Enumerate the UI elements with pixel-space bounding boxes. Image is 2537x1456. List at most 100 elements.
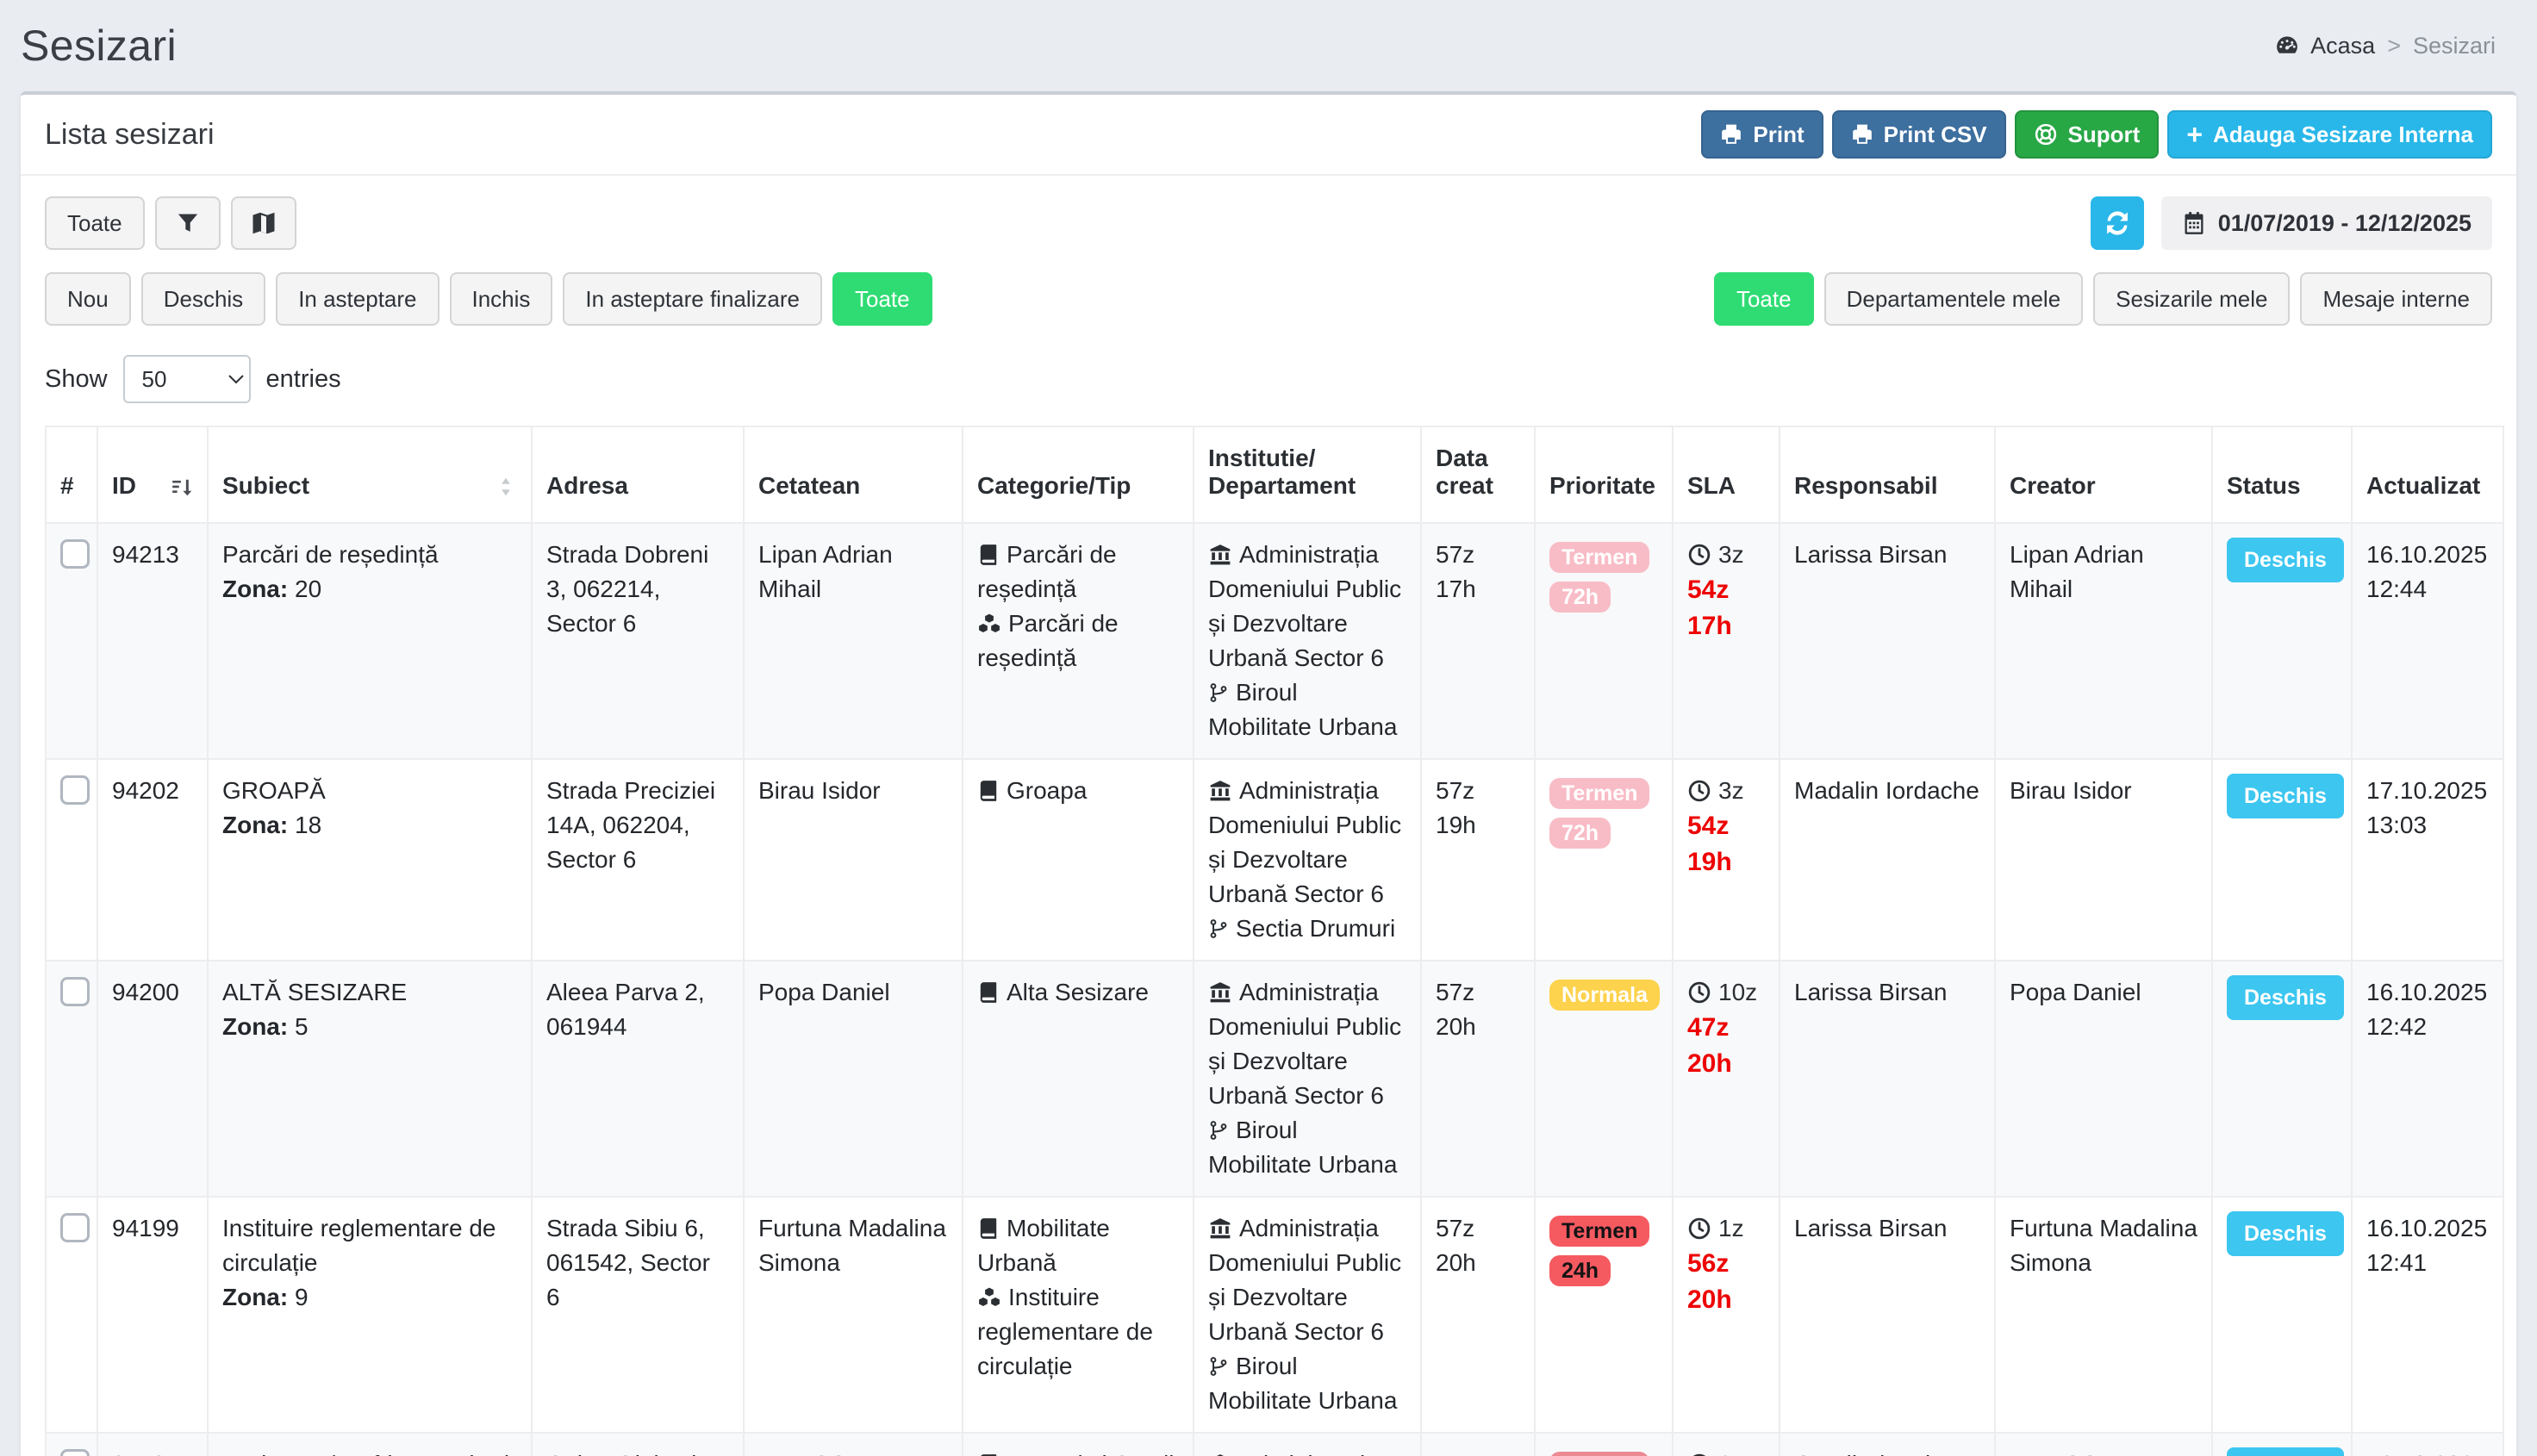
cell-checkbox <box>45 1196 98 1434</box>
date-range-picker[interactable]: 01/07/2019 - 12/12/2025 <box>2160 196 2492 250</box>
priority-badge: Termen <box>1549 1452 1650 1456</box>
cell-responsible: Gavril Victorita <box>1779 1432 1996 1456</box>
cell-id: 94202 <box>97 758 209 961</box>
cell-address: Strada Dobreni 3, 062214, Sector 6 <box>531 522 745 760</box>
table-body: 94213 Parcări de reședință Zona: 20 Stra… <box>45 522 2504 1456</box>
department-line: Sectia Drumuri <box>1208 912 1406 946</box>
cell-citizen: Furtuna Madalina Simona <box>743 1196 963 1434</box>
cell-updated: 17.10.2025 13:03 <box>2351 758 2504 961</box>
subject-text: ALTĂ SESIZARE <box>222 979 408 1005</box>
cell-category: Mobilitate Urbană Instituire reglementar… <box>962 1196 1194 1434</box>
cell-checkbox <box>45 758 98 961</box>
row-checkbox[interactable] <box>60 539 90 569</box>
add-internal-complaint-button[interactable]: + Adauga Sesizare Interna <box>2167 110 2492 159</box>
cell-citizen: Lipan Adrian Mihail <box>743 522 963 760</box>
cell-address: Calea Giulești 133 <box>531 1432 745 1456</box>
bank-icon <box>1208 1217 1232 1240</box>
cell-sla: 3z 54z 17h <box>1672 522 1780 760</box>
view-filter-group: Toate Departamentele mele Sesizarile mel… <box>1713 272 2492 326</box>
bank-icon <box>1208 981 1232 1004</box>
cell-citizen: Birau Isidor <box>743 758 963 961</box>
cell-status: Deschis <box>2211 522 2353 760</box>
sort-desc-icon[interactable] <box>171 476 193 500</box>
col-header-institution[interactable]: Institutie/ Departament <box>1193 426 1422 524</box>
sort-icon[interactable] <box>495 474 517 500</box>
filter-all-dropdown-button[interactable]: Toate <box>45 196 145 250</box>
cell-created: 57z 20h <box>1420 960 1536 1198</box>
calendar-icon <box>2182 211 2206 235</box>
filter-button[interactable] <box>154 196 221 250</box>
col-header-status[interactable]: Status <box>2211 426 2353 524</box>
institution-line: Administrația Domeniului Public și Dezvo… <box>1208 541 1402 671</box>
institution-line: Administrația <box>1208 1447 1406 1456</box>
view-filter-mesaje-interne[interactable]: Mesaje interne <box>2300 272 2492 326</box>
bank-icon <box>1208 544 1232 566</box>
sla-overdue-days: 56z <box>1687 1249 1730 1278</box>
cell-status: Deschis <box>2211 960 2353 1198</box>
col-header-citizen[interactable]: Cetatean <box>743 426 963 524</box>
col-header-updated[interactable]: Actualizat <box>2351 426 2504 524</box>
col-header-num[interactable]: # <box>45 426 98 524</box>
status-badge: Deschis <box>2227 1447 2344 1456</box>
col-header-subject[interactable]: Subiect <box>207 426 533 524</box>
print-button[interactable]: Print <box>1701 110 1823 159</box>
sla-overdue-hours: 19h <box>1687 848 1732 876</box>
entries-row: Show 50 entries <box>45 355 2492 403</box>
page-title: Sesizari <box>21 22 178 70</box>
view-filter-departamentele-mele[interactable]: Departamentele mele <box>1823 272 2084 326</box>
cell-checkbox <box>45 1432 98 1456</box>
view-filter-toate[interactable]: Toate <box>1713 272 1814 326</box>
cell-category: Parcuri și Spații <box>962 1432 1194 1456</box>
col-header-responsible[interactable]: Responsabil <box>1779 426 1996 524</box>
book-icon <box>977 981 1000 1004</box>
map-button[interactable] <box>230 196 296 250</box>
status-filter-inchis[interactable]: Inchis <box>449 272 553 326</box>
status-filter-in-asteptare-finalizare[interactable]: In asteptare finalizare <box>563 272 823 326</box>
refresh-button[interactable] <box>2090 196 2144 250</box>
cell-responsible: Larissa Birsan <box>1779 960 1996 1198</box>
print-csv-button[interactable]: Print CSV <box>1831 110 2006 159</box>
clock-icon <box>1687 1453 1711 1456</box>
priority-badge: Termen 72h <box>1549 542 1650 613</box>
col-header-created[interactable]: Data creat <box>1420 426 1536 524</box>
cell-priority: Termen 72h <box>1534 522 1674 760</box>
cell-address: Strada Preciziei 14A, 062204, Sector 6 <box>531 758 745 961</box>
col-header-id[interactable]: ID <box>97 426 209 524</box>
cell-institution: Administrația Domeniului Public și Dezvo… <box>1193 1196 1422 1434</box>
cubes-icon <box>977 613 1001 635</box>
toolbar-row: Toate 01/07/2019 - 12/12/2025 <box>45 196 2492 250</box>
suport-button[interactable]: Suport <box>2014 110 2160 159</box>
cell-address: Aleea Parva 2, 061944 <box>531 960 745 1198</box>
bank-icon <box>1208 780 1232 802</box>
view-filter-sesizarile-mele[interactable]: Sesizarile mele <box>2093 272 2291 326</box>
col-header-priority[interactable]: Prioritate <box>1534 426 1674 524</box>
cell-category: Alta Sesizare <box>962 960 1194 1198</box>
institution-line: Administrația Domeniului Public și Dezvo… <box>1208 1215 1402 1345</box>
cell-checkbox <box>45 522 98 760</box>
row-checkbox[interactable] <box>60 1449 90 1456</box>
cell-id: 94197 <box>97 1432 209 1456</box>
status-filter-group: Nou Deschis In asteptare Inchis In astep… <box>45 272 932 326</box>
entries-select[interactable]: 50 <box>122 355 251 403</box>
col-header-category[interactable]: Categorie/Tip <box>962 426 1194 524</box>
zona-line: Zona: 18 <box>222 812 322 838</box>
cell-responsible: Larissa Birsan <box>1779 1196 1996 1434</box>
row-checkbox[interactable] <box>60 775 90 805</box>
cell-citizen: NITESCU IULIU <box>743 1432 963 1456</box>
status-filter-deschis[interactable]: Deschis <box>140 272 266 326</box>
row-checkbox[interactable] <box>60 1213 90 1242</box>
col-header-sla[interactable]: SLA <box>1672 426 1780 524</box>
sla-elapsed: 10z <box>1687 975 1765 1010</box>
table-row: 94197 Toaletare / Defrișare Arbori Calea… <box>45 1432 2504 1456</box>
status-filter-nou[interactable]: Nou <box>45 272 131 326</box>
plus-icon: + <box>2186 119 2203 150</box>
sla-overdue-hours: 20h <box>1687 1049 1732 1078</box>
status-filter-in-asteptare[interactable]: In asteptare <box>276 272 439 326</box>
col-header-creator[interactable]: Creator <box>1994 426 2213 524</box>
category-line: Parcuri și Spații <box>977 1447 1179 1456</box>
row-checkbox[interactable] <box>60 977 90 1006</box>
status-filter-toate[interactable]: Toate <box>832 272 932 326</box>
col-header-address[interactable]: Adresa <box>531 426 745 524</box>
breadcrumb-home-link[interactable]: Acasa <box>2274 33 2375 59</box>
